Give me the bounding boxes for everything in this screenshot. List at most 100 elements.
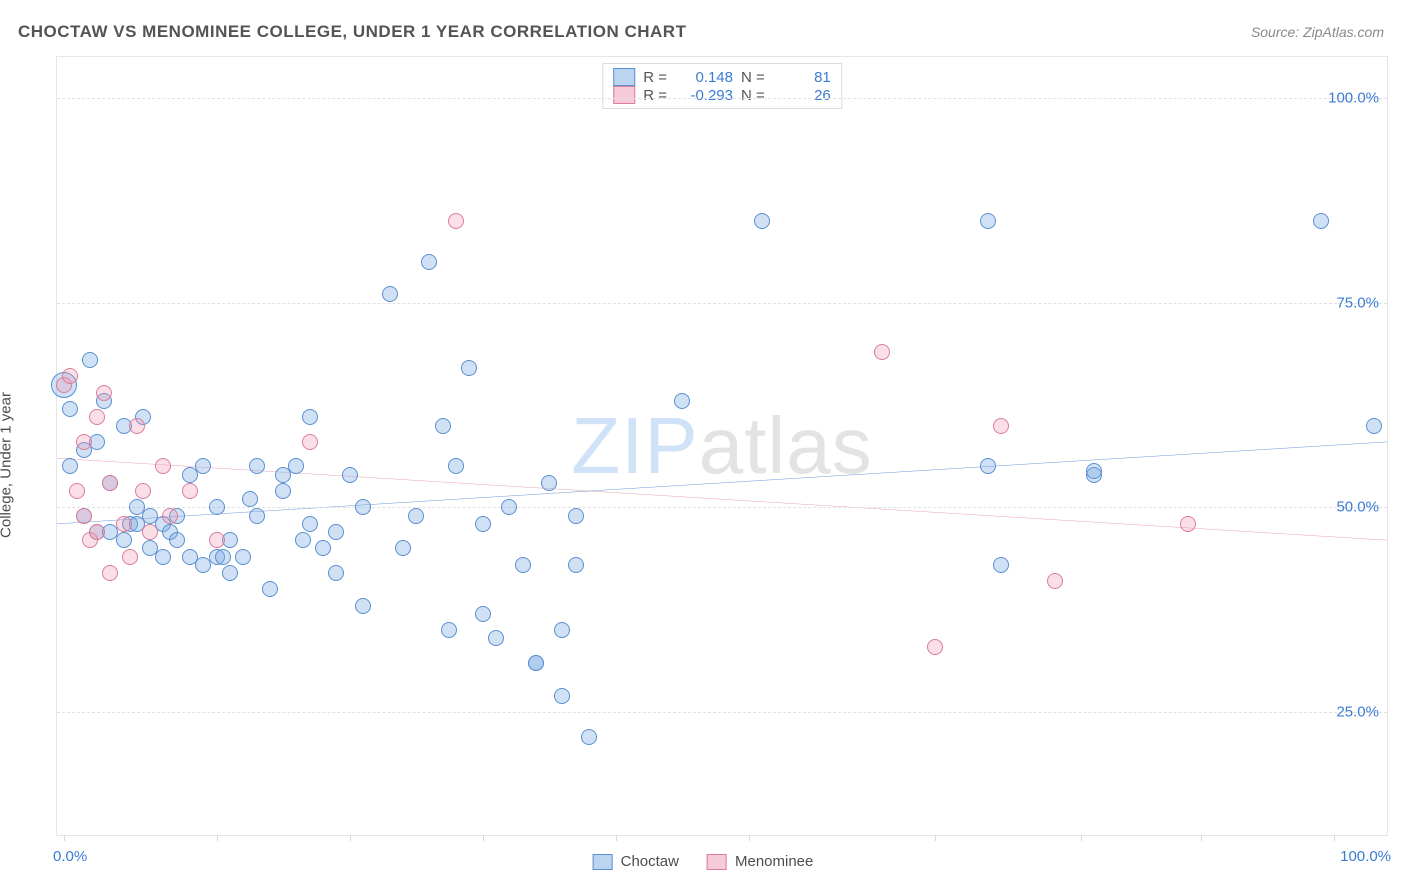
- data-point: [461, 360, 477, 376]
- data-point: [122, 549, 138, 565]
- data-point: [421, 254, 437, 270]
- swatch-blue: [613, 68, 635, 86]
- data-point: [62, 368, 78, 384]
- data-point: [76, 508, 92, 524]
- r-label: R =: [643, 87, 667, 104]
- y-tick-label: 25.0%: [1336, 704, 1379, 721]
- data-point: [262, 581, 278, 597]
- data-point: [355, 598, 371, 614]
- legend-item: Choctaw: [593, 853, 679, 870]
- legend-label: Choctaw: [621, 853, 679, 870]
- source-attribution: Source: ZipAtlas.com: [1251, 24, 1384, 40]
- n-label: N =: [741, 69, 765, 86]
- swatch-blue: [593, 854, 613, 870]
- data-point: [249, 508, 265, 524]
- n-label: N =: [741, 87, 765, 104]
- data-point: [182, 483, 198, 499]
- data-point: [162, 508, 178, 524]
- data-point: [102, 565, 118, 581]
- legend-item: Menominee: [707, 853, 813, 870]
- correlation-legend: R =0.148N =81R =-0.293N =26: [602, 63, 842, 109]
- data-point: [222, 565, 238, 581]
- swatch-pink: [707, 854, 727, 870]
- y-tick-label: 100.0%: [1328, 89, 1379, 106]
- y-tick-label: 50.0%: [1336, 499, 1379, 516]
- correlation-row: R =0.148N =81: [613, 68, 831, 86]
- r-value: 0.148: [675, 69, 733, 86]
- data-point: [874, 344, 890, 360]
- data-point: [89, 524, 105, 540]
- gridline: [57, 98, 1387, 99]
- data-point: [754, 213, 770, 229]
- x-tick-minor: [1334, 835, 1335, 841]
- data-point: [475, 516, 491, 532]
- n-value: 26: [773, 87, 831, 104]
- data-point: [209, 532, 225, 548]
- data-point: [528, 655, 544, 671]
- data-point: [288, 458, 304, 474]
- x-tick-label: 100.0%: [1340, 848, 1391, 865]
- x-tick-minor: [1201, 835, 1202, 841]
- data-point: [215, 549, 231, 565]
- data-point: [488, 630, 504, 646]
- data-point: [328, 565, 344, 581]
- data-point: [448, 458, 464, 474]
- correlation-row: R =-0.293N =26: [613, 86, 831, 104]
- data-point: [155, 549, 171, 565]
- gridline: [57, 303, 1387, 304]
- x-tick-minor: [217, 835, 218, 841]
- gridline: [57, 712, 1387, 713]
- data-point: [96, 385, 112, 401]
- data-point: [302, 434, 318, 450]
- x-tick-label: 0.0%: [53, 848, 87, 865]
- data-point: [993, 557, 1009, 573]
- data-point: [235, 549, 251, 565]
- data-point: [980, 458, 996, 474]
- data-point: [169, 532, 185, 548]
- series-legend: Choctaw Menominee: [593, 853, 814, 870]
- data-point: [342, 467, 358, 483]
- data-point: [328, 524, 344, 540]
- x-tick-minor: [935, 835, 936, 841]
- data-point: [195, 458, 211, 474]
- data-point: [76, 434, 92, 450]
- data-point: [568, 508, 584, 524]
- data-point: [275, 483, 291, 499]
- plot-area: ZIPatlas R =0.148N =81R =-0.293N =26 25.…: [56, 56, 1388, 836]
- data-point: [448, 213, 464, 229]
- legend-label: Menominee: [735, 853, 813, 870]
- data-point: [209, 499, 225, 515]
- y-tick-label: 75.0%: [1336, 294, 1379, 311]
- data-point: [116, 532, 132, 548]
- trend-lines: [57, 57, 1387, 835]
- data-point: [129, 418, 145, 434]
- x-tick-minor: [64, 835, 65, 841]
- data-point: [116, 516, 132, 532]
- data-point: [475, 606, 491, 622]
- data-point: [315, 540, 331, 556]
- data-point: [302, 516, 318, 532]
- data-point: [515, 557, 531, 573]
- x-tick-minor: [616, 835, 617, 841]
- data-point: [395, 540, 411, 556]
- r-label: R =: [643, 69, 667, 86]
- data-point: [382, 286, 398, 302]
- data-point: [142, 524, 158, 540]
- data-point: [295, 532, 311, 548]
- data-point: [441, 622, 457, 638]
- data-point: [674, 393, 690, 409]
- data-point: [1086, 463, 1102, 479]
- data-point: [1366, 418, 1382, 434]
- data-point: [82, 352, 98, 368]
- data-point: [927, 639, 943, 655]
- swatch-pink: [613, 86, 635, 104]
- data-point: [501, 499, 517, 515]
- data-point: [242, 491, 258, 507]
- chart-title: CHOCTAW VS MENOMINEE COLLEGE, UNDER 1 YE…: [18, 22, 686, 42]
- data-point: [993, 418, 1009, 434]
- data-point: [62, 458, 78, 474]
- x-tick-minor: [749, 835, 750, 841]
- data-point: [135, 483, 151, 499]
- data-point: [980, 213, 996, 229]
- data-point: [1047, 573, 1063, 589]
